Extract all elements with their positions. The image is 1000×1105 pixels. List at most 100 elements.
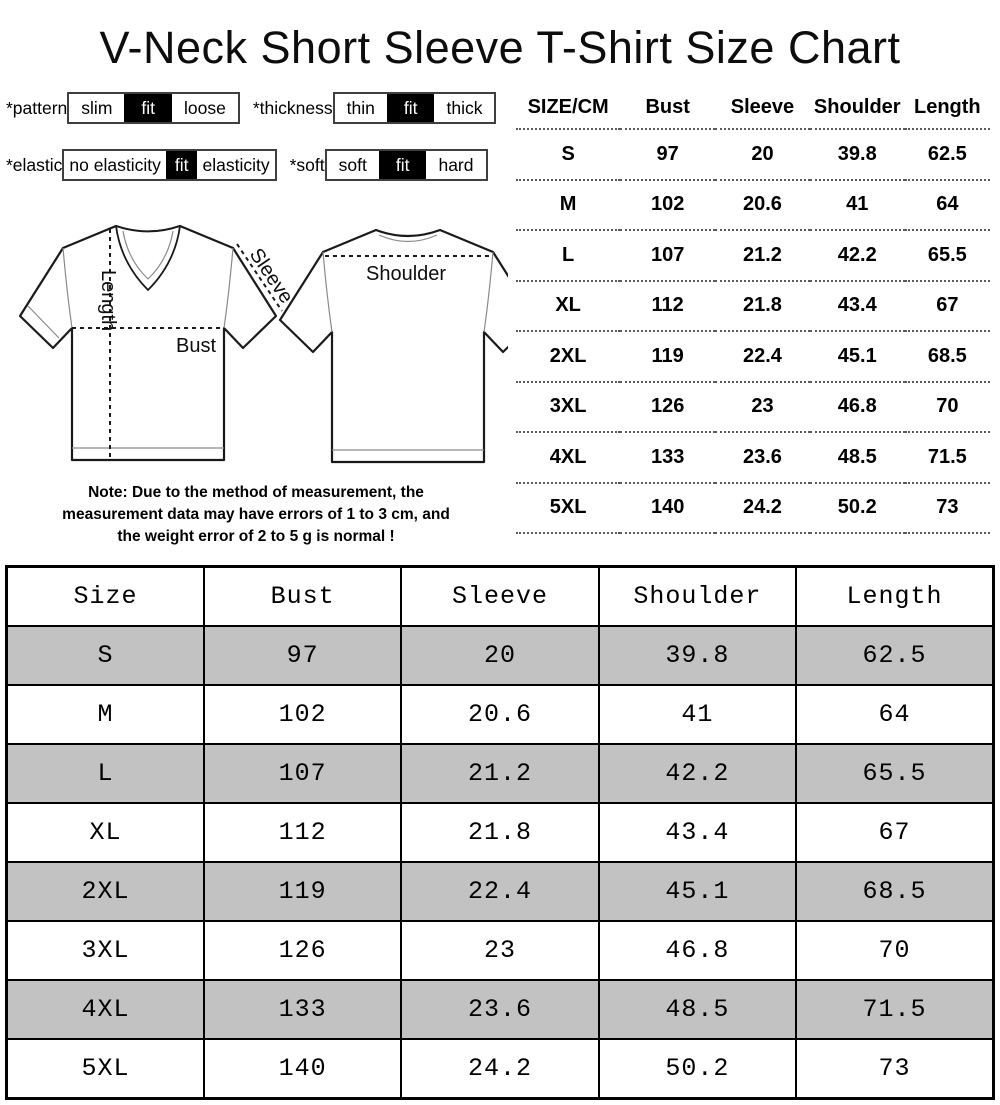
option-loose: loose	[172, 94, 238, 122]
shoulder-label: Shoulder	[366, 263, 446, 285]
table-row-2xl: 2XL 119 22.4 45.1 68.5	[5, 861, 995, 922]
tshirt-back: Shoulder	[278, 228, 508, 464]
attribute-row-1: *pattern slim fit loose *thickness thin …	[6, 92, 512, 124]
table-row-4xl: 4XL 133 23.6 48.5 71.5	[5, 979, 995, 1040]
cell-shoulder: 41	[597, 684, 798, 745]
cell-size: L	[5, 743, 205, 804]
cell-bust: 102	[650, 193, 685, 216]
table-row-3xl: 3XL 126 23 46.8 70	[5, 920, 995, 981]
cell-shoulder: 45.1	[837, 344, 877, 367]
cell-size: 5XL	[549, 496, 587, 519]
size-cm-table: SIZE/CM Bust Sleeve Shoulder Length S 97…	[516, 86, 990, 534]
size-row-xl: XL 112 21.8 43.4 67	[516, 281, 990, 331]
cell-shoulder: 41	[846, 193, 869, 216]
cell-length: 68.5	[795, 861, 995, 922]
cell-bust: 102	[202, 684, 403, 745]
cell-sleeve: 20.6	[742, 193, 782, 216]
page-title: V-Neck Short Sleeve T-Shirt Size Chart	[99, 22, 901, 73]
cell-size: 4XL	[5, 979, 205, 1040]
header-bust: Bust	[645, 95, 690, 118]
bust-label: Bust	[176, 335, 216, 357]
header-length: Length	[914, 95, 981, 118]
cell-size: 3XL	[5, 920, 205, 981]
cell-sleeve: 23.6	[400, 979, 600, 1040]
cell-length: 68.5	[927, 344, 967, 367]
size-row-s: S 97 20 39.8 62.5	[516, 129, 990, 180]
cell-length: 65.5	[795, 743, 995, 804]
header-shoulder: Shoulder	[813, 95, 901, 118]
attribute-selectors: *pattern slim fit loose *thickness thin …	[0, 82, 512, 181]
cell-length: 62.5	[795, 625, 995, 686]
cell-bust: 119	[651, 344, 684, 367]
cell-bust: 133	[202, 979, 403, 1040]
cell-sleeve: 22.4	[742, 344, 782, 367]
cell-size: XL	[5, 802, 205, 863]
attr-thickness-label: *thickness	[252, 97, 333, 118]
cell-length: 67	[936, 294, 959, 317]
cell-bust: 107	[650, 243, 685, 266]
note-line-3: the weight error of 2 to 5 g is normal !	[117, 528, 395, 545]
size-row-4xl: 4XL 133 23.6 48.5 71.5	[516, 432, 990, 483]
cell-shoulder: 39.8	[837, 142, 877, 165]
cell-shoulder: 43.4	[597, 802, 798, 863]
length-label: Length	[97, 270, 119, 331]
option-thick: thick	[434, 94, 495, 122]
cell-bust: 133	[650, 445, 685, 468]
cell-sleeve: 20	[751, 142, 774, 165]
table-row-m: M 102 20.6 41 64	[5, 684, 995, 745]
cell-length: 62.5	[927, 142, 967, 165]
cell-sleeve: 21.8	[742, 294, 782, 317]
option-pattern-fit: fit	[124, 94, 173, 122]
cell-length: 65.5	[927, 243, 967, 266]
cell-length: 73	[795, 1038, 995, 1100]
tshirt-measurement-diagram: Length Bust Sleeve Shoulder	[18, 224, 508, 464]
left-column: *pattern slim fit loose *thickness thin …	[0, 82, 512, 548]
cell-shoulder: 42.2	[837, 243, 877, 266]
attr-thickness-options: thin fit thick	[332, 92, 497, 124]
cell-shoulder: 50.2	[597, 1038, 798, 1100]
tshirt-front: Length Bust Sleeve	[18, 224, 297, 462]
cell-shoulder: 48.5	[597, 979, 798, 1040]
header-length: Length	[795, 565, 995, 627]
cell-bust: 97	[202, 625, 403, 686]
size-row-l: L 107 21.2 42.2 65.5	[516, 230, 990, 281]
cell-sleeve: 22.4	[400, 861, 600, 922]
cell-bust: 97	[656, 142, 679, 165]
cell-size: M	[5, 684, 205, 745]
cell-bust: 140	[650, 496, 685, 519]
size-row-5xl: 5XL 140 24.2 50.2 73	[516, 483, 990, 533]
option-no-elasticity: no elasticity	[64, 151, 166, 179]
header-size: Size	[5, 565, 205, 627]
cell-sleeve: 21.8	[400, 802, 600, 863]
attr-elastic-label: *elastic	[6, 154, 63, 175]
header-size-cm: SIZE/CM	[527, 95, 609, 118]
cell-shoulder: 43.4	[837, 294, 877, 317]
cell-shoulder: 50.2	[837, 496, 877, 519]
cell-size: M	[559, 193, 577, 216]
cell-length: 70	[795, 920, 995, 981]
attr-elastic-options: no elasticity fit elasticity	[62, 149, 277, 181]
note-line-2: measurement data may have errors of 1 to…	[62, 506, 450, 523]
cell-sleeve: 24.2	[400, 1038, 600, 1100]
size-row-m: M 102 20.6 41 64	[516, 180, 990, 230]
cell-size: 3XL	[549, 395, 587, 418]
top-section: *pattern slim fit loose *thickness thin …	[0, 82, 1000, 548]
option-hard: hard	[426, 151, 486, 179]
right-column: SIZE/CM Bust Sleeve Shoulder Length S 97…	[512, 82, 1000, 534]
attr-elastic: *elastic no elasticity fit elasticity	[6, 149, 277, 181]
cell-bust: 112	[202, 802, 403, 863]
cell-size: XL	[555, 294, 581, 317]
size-row-3xl: 3XL 126 23 46.8 70	[516, 382, 990, 432]
cell-size: L	[562, 243, 575, 266]
option-soft-fit: fit	[378, 151, 427, 179]
cell-sleeve: 20.6	[400, 684, 600, 745]
note-line-1: Note: Due to the method of measurement, …	[88, 484, 424, 501]
cell-bust: 126	[650, 395, 685, 418]
option-elasticity: elasticity	[197, 151, 275, 179]
attr-pattern-options: slim fit loose	[67, 92, 240, 124]
attr-soft-options: soft fit hard	[324, 149, 488, 181]
cell-length: 64	[795, 684, 995, 745]
table-row-5xl: 5XL 140 24.2 50.2 73	[5, 1038, 995, 1100]
cell-size: S	[5, 625, 205, 686]
